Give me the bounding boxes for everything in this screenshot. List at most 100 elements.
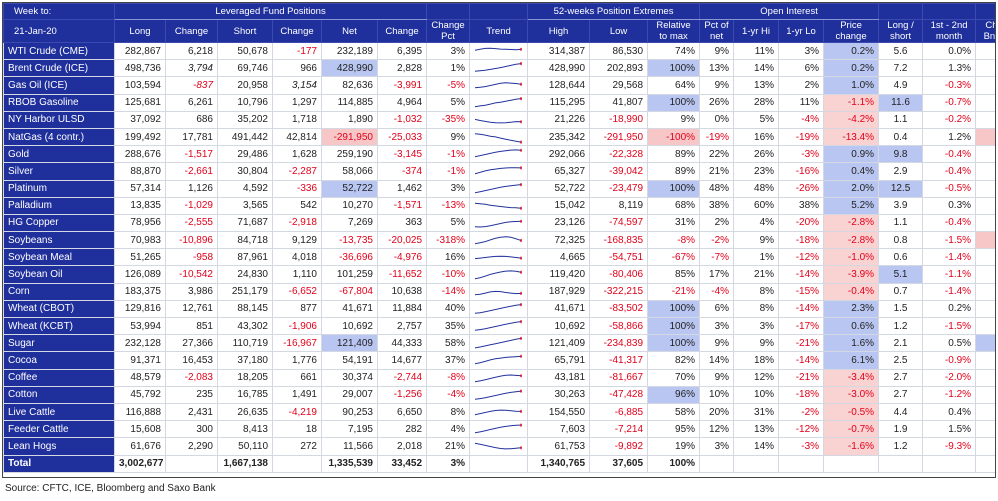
cell-net: 82,636 xyxy=(321,76,378,95)
cell-price: 0.6% xyxy=(823,316,880,336)
cell-month: -1.1% xyxy=(922,265,977,284)
cell-usd: 0.0 xyxy=(975,213,995,233)
cell-net: 232,189 xyxy=(321,41,378,61)
cell-long: 13,835 xyxy=(114,196,166,215)
cell-lo: 3% xyxy=(778,41,825,61)
cell-ls: 5.6 xyxy=(878,41,924,61)
cell-long: 51,265 xyxy=(114,248,166,267)
table-row: Silver 88,870 -2,661 30,804 -2,287 58,066 -374… xyxy=(3,162,995,181)
cell-chg1: 3,794 xyxy=(165,59,218,78)
cell-rel: 100% xyxy=(647,179,701,198)
cell-chg2: 542 xyxy=(272,196,322,215)
cell-high: 65,791 xyxy=(527,351,591,370)
cell-short: 491,442 xyxy=(217,127,273,147)
trend-cell xyxy=(469,196,529,215)
cell-rel: 31% xyxy=(647,213,701,233)
cell-hi: 26% xyxy=(733,145,780,164)
cell-net: -291,950 xyxy=(321,127,378,147)
cell-net: -67,804 xyxy=(321,282,378,301)
col-change-bn-usd: Change Bn. USD xyxy=(975,19,995,43)
trend-cell xyxy=(469,282,529,301)
trend-sparkline xyxy=(475,409,522,416)
commodity-name: Feeder Cattle xyxy=(3,420,115,439)
cot-report-frame: Week to: Leveraged Fund Positions 52-wee… xyxy=(2,2,996,478)
cell-price: -1.6% xyxy=(823,437,880,456)
cell-low: -322,215 xyxy=(589,282,649,301)
trend-sparkline xyxy=(475,133,522,144)
cell-chg2: -2,287 xyxy=(272,162,322,181)
cell-ls: 1.2 xyxy=(878,437,924,456)
cell-net: 52,722 xyxy=(321,179,378,198)
cell-chg2: 1,628 xyxy=(272,145,322,164)
cell-rel: 85% xyxy=(647,265,701,284)
cell-rel: 9% xyxy=(647,110,701,129)
cell-pct: 20% xyxy=(699,402,735,422)
cell-pct: 9% xyxy=(699,41,735,61)
cell-long: 88,870 xyxy=(114,162,166,181)
cell-high: 235,342 xyxy=(527,127,591,147)
cell-chgpct: 16% xyxy=(426,248,471,267)
cell-low: -58,866 xyxy=(589,316,649,336)
cell-ls: 1.2 xyxy=(878,316,924,336)
commodity-name: Wheat (CBOT) xyxy=(3,299,115,319)
cell-chg3: -2,744 xyxy=(376,368,428,387)
cell-price: -0.7% xyxy=(823,420,880,439)
commodity-name: Gas Oil (ICE) xyxy=(3,76,115,95)
cell-high: 154,550 xyxy=(527,402,591,422)
cell-usd: -0.1 xyxy=(975,368,995,387)
commodity-name: Soybean Meal xyxy=(3,248,115,267)
cell-rel: 100% xyxy=(647,59,701,78)
cell-lo: -12% xyxy=(778,420,825,439)
cell-hi: 1% xyxy=(733,248,780,267)
cell-lo: -19% xyxy=(778,127,825,147)
col-1st-2nd-month: 1st - 2nd month xyxy=(922,19,977,43)
cell-ls: 1.1 xyxy=(878,110,924,129)
cell-high: 41,671 xyxy=(527,299,591,319)
cell-month: -0.4% xyxy=(922,145,977,164)
cell-hi: 9% xyxy=(733,231,780,250)
cell-high: 4,665 xyxy=(527,248,591,267)
cell-ls: 0.8 xyxy=(878,231,924,250)
trend-sparkline xyxy=(475,148,522,158)
col-pct-of-net: Pct of net xyxy=(699,19,735,43)
cell-hi: 31% xyxy=(733,402,780,422)
cell-usd: -0.1 xyxy=(975,110,995,129)
trend-cell xyxy=(469,334,529,353)
cell-chg3: 10,638 xyxy=(376,282,428,301)
table-row: Feeder Cattle 15,608 300 8,413 18 7,195 282 4% 7… xyxy=(3,420,995,439)
open-interest-group: Open Interest xyxy=(699,3,880,20)
table-row: Lean Hogs 61,676 2,290 50,110 272 11,566 2,018… xyxy=(3,437,995,456)
trend-cell xyxy=(469,368,529,387)
cell-chg1: 12,761 xyxy=(165,299,218,319)
cell-month: -1.4% xyxy=(922,248,977,267)
cell-chgpct: -35% xyxy=(426,110,471,129)
cell-high: 21,226 xyxy=(527,110,591,129)
cell-chg2: 1,491 xyxy=(272,385,322,404)
cell-usd: -0.2 xyxy=(975,76,995,95)
cell-usd: -0.0 xyxy=(975,162,995,181)
cell-ls: 1.5 xyxy=(878,299,924,319)
cell-month: -0.7% xyxy=(922,93,977,112)
cell-high: 121,409 xyxy=(527,334,591,353)
trend-cell xyxy=(469,248,529,267)
total-rel: 100% xyxy=(647,454,701,473)
cell-long: 126,089 xyxy=(114,265,166,284)
trend-sparkline xyxy=(475,337,522,349)
cell-high: 7,603 xyxy=(527,420,591,439)
cell-short: 24,830 xyxy=(217,265,273,284)
cell-short: 251,179 xyxy=(217,282,273,301)
cell-high: 52,722 xyxy=(527,179,591,198)
cell-ls: 2.5 xyxy=(878,351,924,370)
cell-usd: -0.1 xyxy=(975,248,995,267)
cell-chg2: 18 xyxy=(272,420,322,439)
cell-usd: -0.9 xyxy=(975,231,995,250)
table-row: Corn 183,375 3,986 251,179 -6,652 -67,804 10,6… xyxy=(3,282,995,301)
cell-chgpct: -13% xyxy=(426,196,471,215)
cell-lo: -3% xyxy=(778,437,825,456)
trend-cell xyxy=(469,437,529,456)
total-empty-cell xyxy=(733,454,780,473)
trend-sparkline xyxy=(475,118,522,124)
cell-low: -47,428 xyxy=(589,385,649,404)
commodity-name: Platinum xyxy=(3,179,115,198)
cell-chg2: -177 xyxy=(272,41,322,61)
